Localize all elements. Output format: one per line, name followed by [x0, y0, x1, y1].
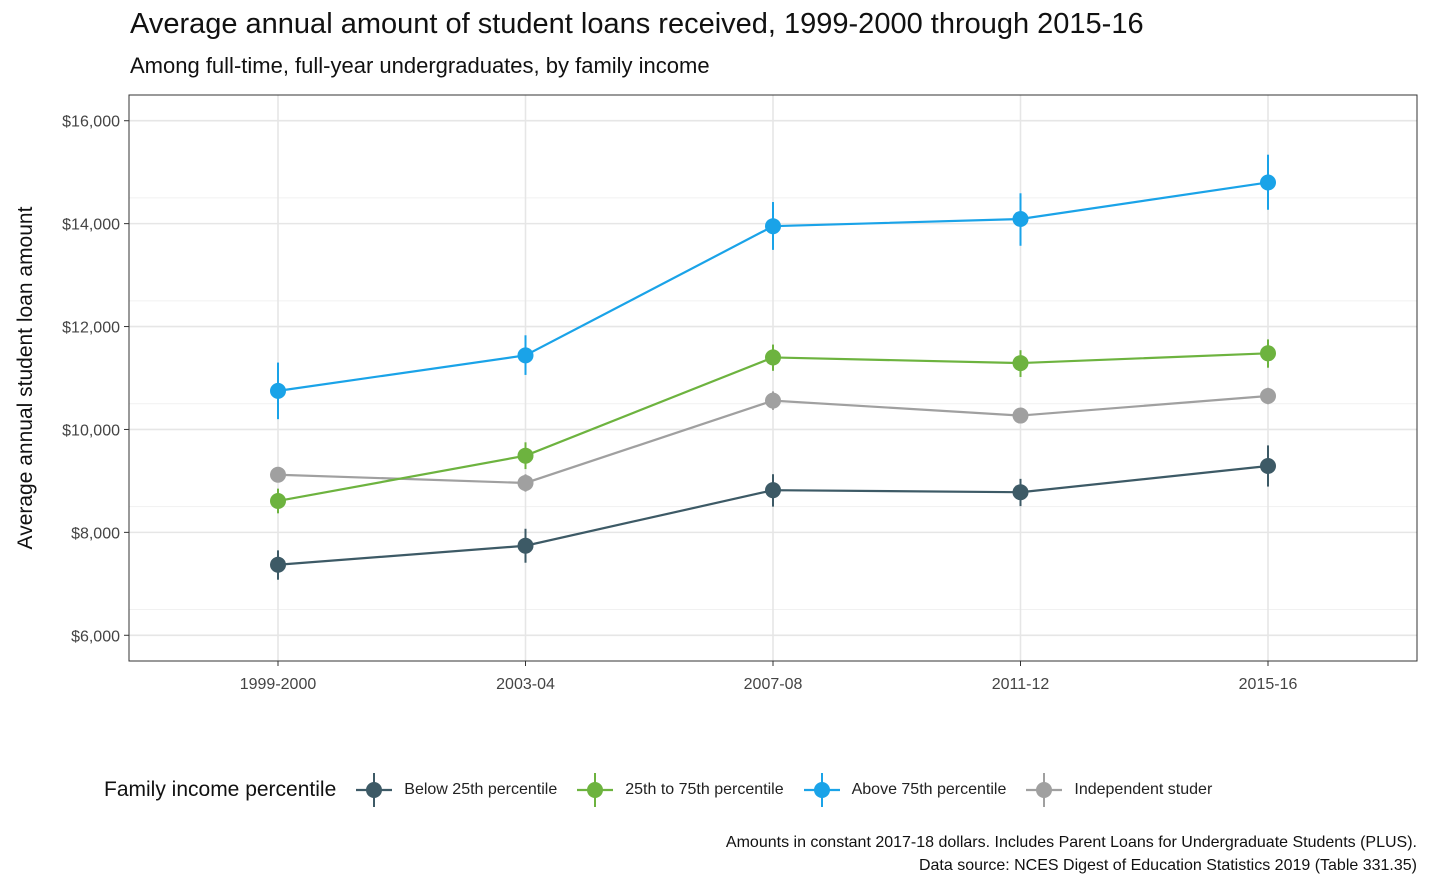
- data-point: [517, 347, 534, 364]
- data-point: [1012, 484, 1029, 501]
- data-point: [1260, 388, 1276, 405]
- data-point: [517, 537, 534, 554]
- data-point: [270, 466, 286, 483]
- legend-key: [577, 773, 614, 807]
- data-point: [765, 482, 781, 499]
- legend-item: Independent studer: [1024, 770, 1212, 810]
- y-tick-label: $6,000: [71, 628, 120, 645]
- legend-item: Above 75th percentile: [802, 770, 1007, 810]
- y-axis-title: Average annual student loan amount: [14, 206, 37, 549]
- y-tick-label: $8,000: [71, 525, 120, 542]
- caption-line-2: Data source: NCES Digest of Education St…: [918, 857, 1417, 874]
- y-tick-label: $12,000: [62, 320, 120, 337]
- series-group: [270, 387, 1276, 492]
- legend-item: 25th to 75th percentile: [575, 770, 784, 810]
- series-group: [270, 339, 1276, 514]
- x-tick-label: 2007-08: [744, 676, 803, 693]
- chart-subtitle: Among full-time, full-year undergraduate…: [130, 53, 710, 78]
- legend-label: Below 25th percentile: [404, 781, 558, 798]
- x-tick-label: 1999-2000: [240, 676, 317, 693]
- data-point: [765, 349, 781, 366]
- data-point: [765, 392, 781, 409]
- y-tick-label: $10,000: [62, 422, 120, 439]
- data-point: [1012, 211, 1029, 228]
- caption-line-1: Amounts in constant 2017-18 dollars. Inc…: [725, 834, 1417, 851]
- legend-item: Below 25th percentile: [354, 770, 557, 810]
- data-point: [517, 474, 534, 491]
- y-tick-label: $16,000: [62, 114, 120, 131]
- x-tick-label: 2011-12: [992, 676, 1050, 693]
- data-point: [270, 492, 286, 509]
- y-tick-label: $14,000: [62, 217, 120, 234]
- data-point: [1012, 355, 1029, 372]
- series-group: [270, 445, 1276, 580]
- x-tick-label: 2015-16: [1239, 676, 1298, 693]
- data-point: [517, 447, 534, 464]
- legend: Family income percentile Below 25th perc…: [104, 770, 1230, 810]
- legend-label: 25th to 75th percentile: [625, 781, 784, 798]
- data-point: [270, 556, 286, 573]
- legend-key: [356, 773, 393, 807]
- chart-title: Average annual amount of student loans r…: [130, 8, 1144, 40]
- legend-key: [1026, 773, 1063, 807]
- caption: Amounts in constant 2017-18 dollars. Inc…: [726, 831, 1417, 877]
- legend-title: Family income percentile: [104, 778, 337, 801]
- data-point: [1260, 174, 1276, 191]
- data-point: [765, 218, 781, 235]
- legend-label: Above 75th percentile: [851, 781, 1007, 798]
- data-point: [1260, 457, 1276, 474]
- x-tick-label: 2003-04: [496, 676, 555, 693]
- legend-key: [803, 773, 840, 807]
- data-point: [1012, 407, 1029, 424]
- data-point: [1260, 345, 1276, 362]
- legend-label: Independent studer: [1074, 781, 1213, 798]
- series-group: [270, 154, 1276, 420]
- data-point: [270, 382, 286, 399]
